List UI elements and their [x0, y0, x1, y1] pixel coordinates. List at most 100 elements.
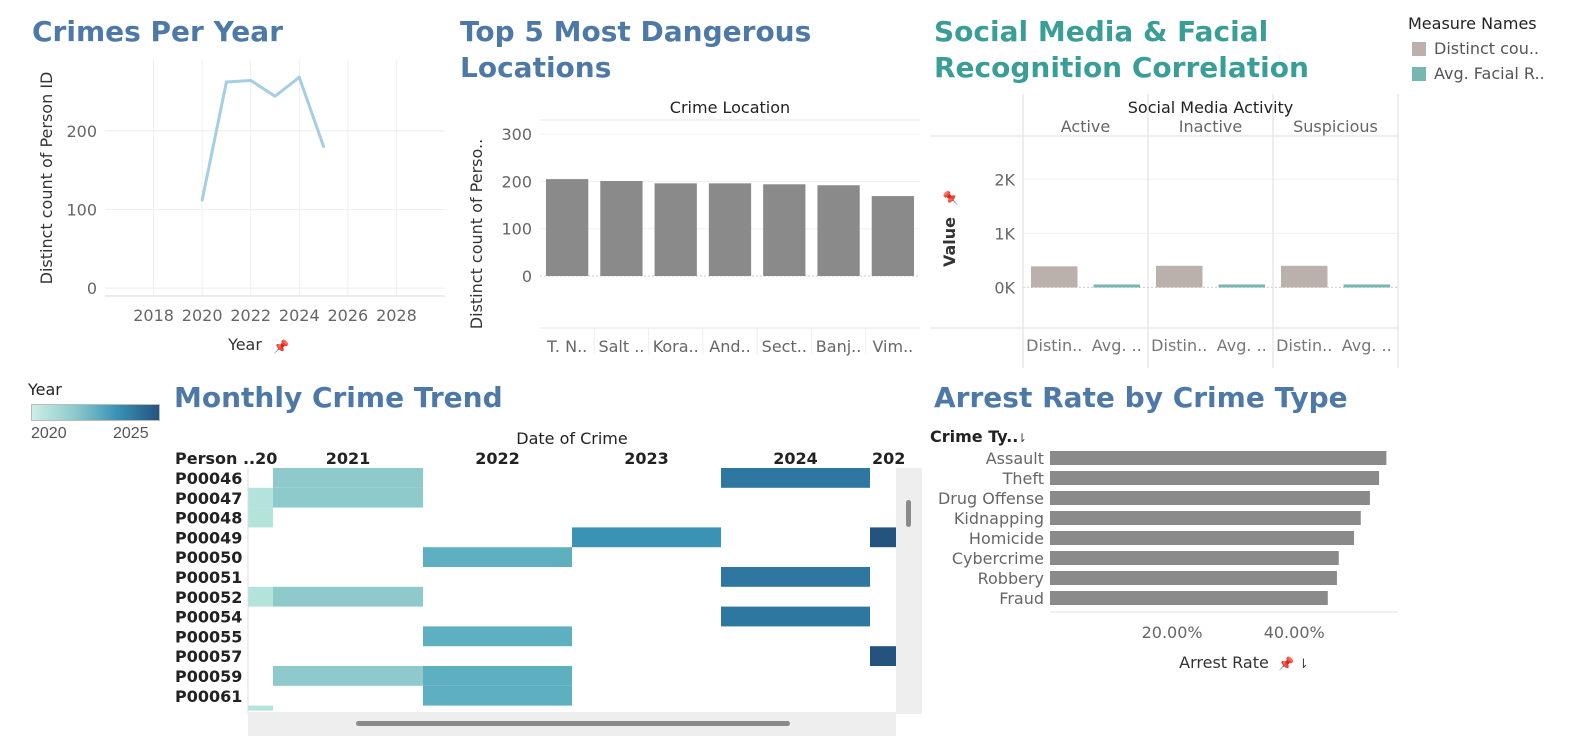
heat-cell[interactable] — [423, 626, 572, 647]
heat-cell[interactable] — [721, 567, 870, 587]
series-line[interactable] — [200, 75, 325, 201]
legend-item-avg-facial[interactable]: Avg. Facial R.. — [1408, 61, 1574, 86]
data-point[interactable] — [322, 145, 326, 149]
bar-2[interactable] — [1050, 491, 1370, 505]
heat-cell[interactable] — [273, 487, 423, 508]
heat-cell[interactable] — [248, 586, 273, 607]
bar-suspicious-0[interactable] — [1281, 265, 1328, 288]
horizontal-scrollbar-thumb[interactable] — [356, 721, 790, 726]
x-tick-label: 20.00% — [1142, 623, 1203, 642]
row-label: P00051 — [175, 568, 242, 587]
category-label: Robbery — [978, 569, 1044, 588]
year-legend-max: 2025 — [113, 425, 149, 442]
heat-cell[interactable] — [248, 705, 273, 711]
legend-item-distinct[interactable]: Distinct cou.. — [1408, 36, 1574, 61]
y-tick-label: 1K — [994, 224, 1015, 243]
x-tick-label: And.. — [709, 337, 750, 356]
year-header: 2021 — [326, 449, 371, 468]
pin-icon: 📌 — [1278, 655, 1294, 672]
x-tick-label: T. N.. — [546, 337, 587, 356]
data-point[interactable] — [224, 80, 228, 84]
year-legend-min: 2020 — [31, 425, 67, 442]
bar-inactive-1[interactable] — [1218, 284, 1266, 288]
data-point[interactable] — [200, 198, 204, 202]
legend-label-avg-facial: Avg. Facial R.. — [1434, 64, 1545, 83]
heat-cell[interactable] — [870, 646, 896, 666]
y-tick-label: 100 — [501, 220, 532, 239]
bar-0[interactable] — [1050, 451, 1387, 465]
legend-swatch-distinct — [1412, 41, 1426, 56]
y-tick-label: 0 — [522, 267, 532, 286]
bar-2[interactable] — [654, 183, 697, 276]
year-header: 202 — [872, 449, 905, 468]
column-header: Crime Location — [670, 98, 790, 117]
heat-cell[interactable] — [423, 685, 572, 706]
bar-active-0[interactable] — [1031, 266, 1078, 288]
heat-cell[interactable] — [721, 606, 870, 627]
bar-6[interactable] — [1050, 571, 1337, 585]
x-tick-label: 2028 — [376, 306, 417, 325]
bar-5[interactable] — [1050, 551, 1339, 565]
y-tick-label: 0K — [994, 278, 1015, 297]
y-tick-label: 100 — [66, 200, 97, 219]
monthly-trend-chart[interactable]: Date of Crime Person ...20 2021 2022 2023 202… — [168, 424, 924, 736]
heat-cell[interactable] — [721, 468, 870, 488]
crimes-per-year-chart[interactable]: 2018 2020 2022 2024 2026 2028 0 100 200 Year 📌 Dist… — [30, 58, 450, 368]
bar-0[interactable] — [546, 179, 589, 276]
y-tick-label: 300 — [501, 125, 532, 144]
bar-3[interactable] — [708, 183, 752, 276]
bar-1[interactable] — [600, 180, 643, 276]
social-title-line2: Recognition Correlation — [934, 51, 1309, 84]
category-label: Drug Offense — [938, 489, 1044, 508]
pin-icon: 📌 — [273, 338, 289, 355]
category-label: Homicide — [969, 529, 1044, 548]
vertical-scrollbar-thumb[interactable] — [906, 500, 911, 527]
top5-locations-chart[interactable]: Crime Location 0 100 200 300 T. N.. Salt .. Kor… — [462, 94, 922, 364]
heat-cell[interactable] — [248, 507, 273, 528]
bar-suspicious-1[interactable] — [1343, 284, 1391, 288]
bar-4[interactable] — [763, 184, 806, 276]
heat-cell[interactable] — [273, 666, 423, 686]
arrest-rate-title: Arrest Rate by Crime Type — [934, 381, 1348, 414]
data-point[interactable] — [249, 78, 253, 82]
bar-1[interactable] — [1050, 471, 1380, 485]
monthly-trend-title: Monthly Crime Trend — [174, 381, 503, 414]
x-axis-title: Year — [227, 335, 262, 354]
heat-cell[interactable] — [572, 527, 721, 548]
y-tick-label: 2K — [994, 170, 1015, 189]
bar-5[interactable] — [817, 185, 860, 276]
year-legend-labels: 2020 2025 — [28, 421, 163, 443]
year-legend[interactable]: Year 2020 2025 — [28, 380, 163, 443]
bar-3[interactable] — [1050, 511, 1361, 525]
sort-icon: ⇂ — [1017, 431, 1027, 445]
heat-cell[interactable] — [273, 468, 423, 488]
measure-label: Distin.. — [1276, 336, 1332, 355]
x-tick-label: 2018 — [133, 306, 174, 325]
heat-cell[interactable] — [423, 547, 572, 567]
heat-cell[interactable] — [248, 487, 273, 508]
x-tick-label: Kora.. — [653, 337, 699, 356]
x-tick-label: 2026 — [327, 306, 368, 325]
category-label: Fraud — [999, 589, 1044, 608]
x-tick-label: Salt .. — [598, 337, 644, 356]
y-tick-label: 200 — [501, 172, 532, 191]
bar-7[interactable] — [1050, 591, 1328, 605]
row-label: P00049 — [175, 528, 242, 547]
row-header: Person .. — [175, 449, 255, 468]
bar-6[interactable] — [871, 196, 914, 276]
heat-cell[interactable] — [423, 666, 572, 686]
row-label: P00054 — [175, 608, 242, 627]
measure-label: Avg. .. — [1092, 336, 1142, 355]
bar-4[interactable] — [1050, 531, 1355, 545]
bar-active-1[interactable] — [1093, 284, 1141, 288]
heat-cell[interactable] — [273, 586, 423, 607]
data-point[interactable] — [297, 75, 301, 79]
heat-cell[interactable] — [870, 527, 896, 548]
social-media-chart[interactable]: Social Media Activity 0K 1K 2K Value 📌 Active D… — [930, 94, 1402, 368]
row-label: P00048 — [175, 509, 242, 528]
bar-inactive-0[interactable] — [1156, 265, 1203, 288]
row-label: P00055 — [175, 627, 242, 646]
data-point[interactable] — [273, 94, 277, 98]
measure-names-legend[interactable]: Measure Names Distinct cou.. Avg. Facial… — [1408, 14, 1574, 86]
